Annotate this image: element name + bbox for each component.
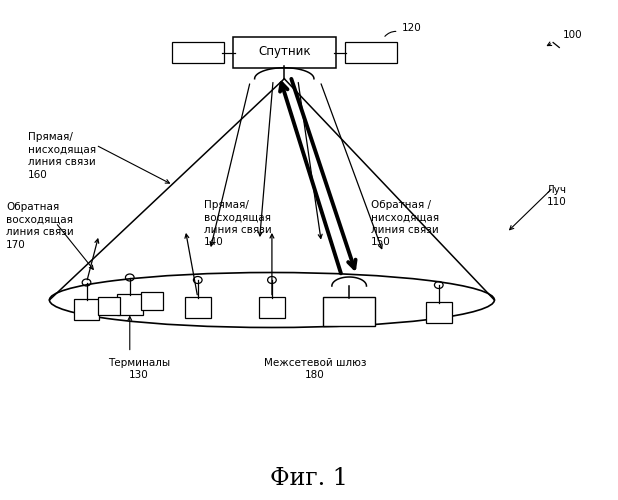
Text: Прямая/
нисходящая
линия связи
160: Прямая/ нисходящая линия связи 160 (28, 132, 96, 180)
FancyBboxPatch shape (141, 292, 163, 310)
FancyBboxPatch shape (426, 302, 452, 322)
FancyBboxPatch shape (74, 299, 99, 320)
Text: Луч
110: Луч 110 (547, 185, 567, 206)
FancyBboxPatch shape (233, 38, 336, 68)
Text: Спутник: Спутник (258, 45, 311, 58)
Text: Терминалы
130: Терминалы 130 (108, 358, 170, 380)
FancyBboxPatch shape (323, 296, 375, 326)
Text: Обратная
восходящая
линия связи
170: Обратная восходящая линия связи 170 (6, 202, 74, 250)
Text: Обратная /
нисходящая
линия связи
150: Обратная / нисходящая линия связи 150 (371, 200, 439, 247)
Text: Прямая/
восходящая
линия связи
140: Прямая/ восходящая линия связи 140 (204, 200, 272, 247)
FancyBboxPatch shape (185, 296, 211, 318)
Text: Межсетевой шлюз
180: Межсетевой шлюз 180 (264, 358, 366, 380)
FancyBboxPatch shape (117, 294, 143, 315)
FancyBboxPatch shape (259, 296, 285, 318)
Text: 120: 120 (402, 24, 421, 34)
FancyBboxPatch shape (172, 42, 224, 63)
FancyBboxPatch shape (345, 42, 397, 63)
Text: 100: 100 (562, 30, 582, 40)
Text: Фиг. 1: Фиг. 1 (270, 467, 348, 490)
FancyBboxPatch shape (98, 296, 120, 314)
